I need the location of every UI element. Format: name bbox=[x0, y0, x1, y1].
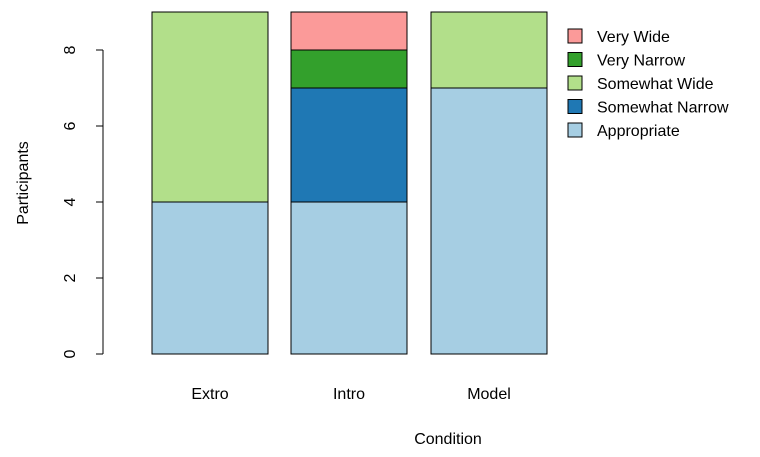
y-axis-title: Participants bbox=[15, 141, 32, 225]
legend-label: Very Narrow bbox=[597, 53, 685, 70]
legend-swatch bbox=[567, 28, 583, 44]
legend-label: Very Wide bbox=[597, 29, 670, 46]
x-axis-title: Condition bbox=[414, 431, 482, 448]
bar-segment bbox=[290, 201, 408, 355]
legend-swatch bbox=[567, 99, 583, 114]
y-tick-label: 0 bbox=[62, 349, 79, 358]
bars-layer bbox=[151, 11, 548, 355]
x-axis-tick-labels: Extro Intro Model bbox=[191, 386, 510, 403]
x-tick-label: Extro bbox=[191, 386, 228, 403]
legend-label: Somewhat Wide bbox=[597, 76, 714, 93]
legend-swatch bbox=[567, 75, 583, 91]
legend: Very Wide Very Narrow Somewhat Wide Somewha… bbox=[567, 28, 729, 140]
y-axis: 0 2 4 6 8 bbox=[62, 45, 104, 358]
bar-segment bbox=[290, 87, 408, 203]
y-tick-label: 4 bbox=[62, 197, 79, 206]
bar-segment bbox=[151, 11, 269, 203]
legend-swatch bbox=[567, 122, 583, 138]
bar-segment bbox=[151, 201, 269, 355]
bar-segment bbox=[290, 11, 408, 51]
legend-label: Somewhat Narrow bbox=[597, 100, 729, 117]
y-tick-label: 8 bbox=[62, 45, 79, 54]
y-tick-label: 2 bbox=[62, 273, 79, 282]
x-tick-label: Intro bbox=[333, 386, 365, 403]
x-tick-label: Model bbox=[467, 386, 511, 403]
bar-segment bbox=[290, 49, 408, 89]
y-tick-label: 6 bbox=[62, 121, 79, 130]
legend-swatch bbox=[567, 52, 583, 67]
bar-segment bbox=[430, 87, 548, 355]
legend-label: Appropriate bbox=[597, 123, 680, 140]
bar-segment bbox=[430, 11, 548, 89]
